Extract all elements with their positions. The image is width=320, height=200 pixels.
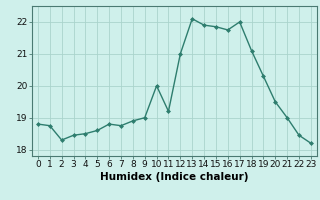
X-axis label: Humidex (Indice chaleur): Humidex (Indice chaleur) xyxy=(100,172,249,182)
